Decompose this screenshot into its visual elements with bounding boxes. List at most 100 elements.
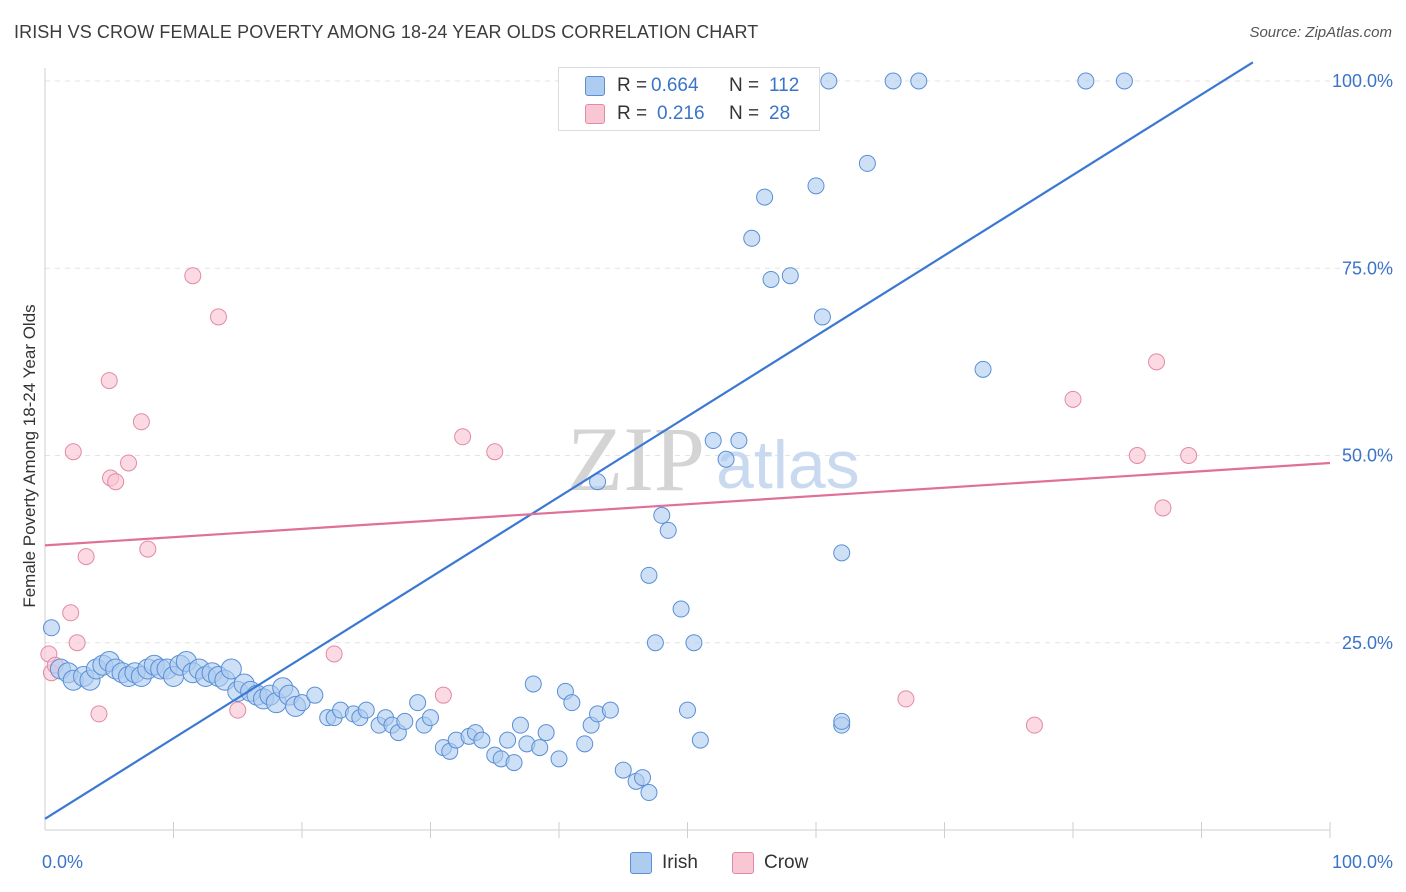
irish-point	[42, 619, 60, 637]
crow-swatch	[585, 104, 605, 124]
irish-point	[646, 634, 664, 652]
crow-point	[184, 267, 202, 285]
irish-point	[524, 675, 542, 693]
irish-point	[833, 712, 851, 730]
crow-point	[1180, 447, 1198, 464]
y-tick-label: 50.0%	[1342, 446, 1393, 466]
irish-n-value: 112	[769, 75, 800, 96]
irish-r-label: R =	[617, 75, 648, 96]
crow-n-value: 28	[769, 103, 791, 124]
crow-point	[107, 473, 125, 491]
legend-row-crow: R = 0.216 N = 28	[559, 101, 819, 127]
crow-point	[434, 686, 452, 704]
irish-r-value: 0.664	[651, 75, 699, 96]
crow-trend-line	[44, 461, 1331, 547]
irish-point	[1115, 72, 1133, 90]
irish-legend-label: Irish	[662, 852, 698, 873]
irish-point	[499, 731, 517, 749]
irish-point	[293, 694, 311, 712]
irish-point	[858, 154, 876, 172]
crow-point	[209, 308, 227, 326]
crow-point	[139, 540, 157, 558]
crow-point	[62, 604, 80, 622]
irish-point	[704, 432, 722, 450]
irish-point	[653, 506, 671, 524]
irish-point	[614, 761, 632, 779]
legend-item-irish[interactable]: Irish	[630, 852, 698, 874]
crow-point	[64, 443, 82, 461]
crow-point	[229, 701, 247, 719]
irish-point	[409, 694, 427, 712]
crow-point	[486, 443, 504, 461]
crow-legend-label: Crow	[764, 852, 809, 873]
crow-point	[1025, 716, 1043, 734]
irish-point	[550, 750, 568, 768]
irish-point	[601, 701, 619, 719]
crow-point	[132, 413, 150, 431]
legend-row-irish: R = 0.664 N = 112	[559, 73, 819, 99]
irish-point	[756, 188, 774, 206]
crow-legend-swatch	[732, 852, 754, 874]
grid-lines	[45, 80, 1395, 644]
irish-point	[807, 177, 825, 195]
tick-labels: 25.0% 50.0% 75.0% 100.0% 0.0% 100.0%	[42, 71, 1393, 872]
crow-n-label: N =	[729, 103, 760, 124]
x-tick-label: 0.0%	[42, 852, 83, 872]
irish-point	[679, 701, 696, 719]
crow-point	[1148, 353, 1166, 371]
irish-point	[743, 229, 761, 247]
irish-point	[730, 432, 748, 450]
legend-item-crow[interactable]: Crow	[732, 852, 808, 874]
irish-point	[640, 566, 658, 584]
crow-r-value: 0.216	[657, 103, 705, 124]
irish-point	[910, 72, 928, 90]
irish-point	[473, 731, 491, 749]
y-tick-label: 25.0%	[1342, 633, 1393, 653]
source-label: Source: ZipAtlas.com	[1249, 24, 1392, 41]
irish-point	[563, 694, 581, 712]
irish-point	[306, 686, 324, 704]
irish-point	[820, 72, 838, 90]
crow-point	[1154, 499, 1172, 517]
crow-point	[120, 454, 138, 472]
y-tick-label: 75.0%	[1342, 258, 1393, 278]
axes	[44, 68, 1331, 838]
crow-point	[100, 372, 118, 390]
irish-point	[672, 600, 690, 618]
irish-point	[640, 784, 658, 802]
crow-point	[68, 634, 86, 652]
irish-point	[511, 716, 529, 734]
irish-point	[505, 754, 523, 772]
x-tick-label: 100.0%	[1332, 852, 1393, 872]
irish-points	[42, 72, 1133, 802]
crow-r-label: R =	[617, 103, 648, 124]
irish-point	[357, 701, 375, 719]
irish-point	[1077, 72, 1095, 90]
crow-point	[1064, 390, 1082, 408]
crow-point	[897, 690, 915, 708]
y-tick-label: 100.0%	[1332, 71, 1393, 91]
irish-point	[576, 735, 594, 753]
crow-points	[40, 267, 1198, 734]
crow-point	[1128, 447, 1146, 464]
irish-point	[396, 712, 414, 730]
irish-swatch	[585, 76, 605, 96]
irish-point	[717, 450, 735, 468]
irish-point	[833, 544, 851, 562]
watermark-zip: ZIP	[567, 408, 705, 510]
irish-trend-line	[44, 61, 1254, 820]
irish-point	[813, 308, 831, 326]
irish-point	[659, 521, 677, 539]
irish-point	[634, 769, 652, 787]
crow-point	[454, 428, 472, 446]
irish-point	[884, 72, 902, 90]
trend-lines	[44, 61, 1331, 820]
irish-point	[691, 731, 709, 749]
crow-point	[325, 645, 343, 663]
irish-point	[422, 709, 439, 727]
irish-point	[974, 360, 992, 378]
crow-point	[77, 548, 95, 566]
irish-point	[220, 658, 242, 680]
irish-point	[781, 267, 799, 285]
